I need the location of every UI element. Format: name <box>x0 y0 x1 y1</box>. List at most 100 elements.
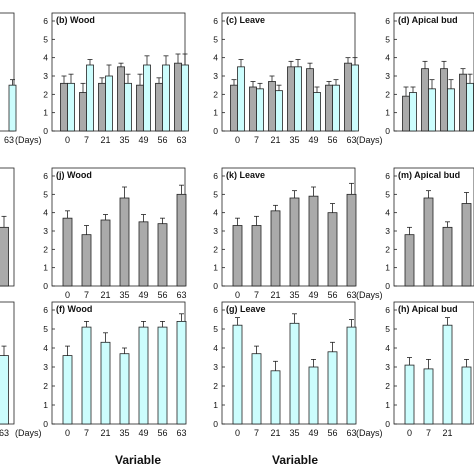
y-tick-label-g-1: 1 <box>213 400 218 410</box>
x-tick-label-k-4: 49 <box>308 290 318 300</box>
bar-left-top-cyan-63 <box>8 84 17 132</box>
y-tick-label-j-0: 0 <box>43 281 48 291</box>
bar-f-cyan-0 <box>62 355 73 425</box>
bar-b-gray-35 <box>117 66 125 132</box>
y-tick-label-k-0: 0 <box>213 281 218 291</box>
bar-b-gray-49 <box>136 84 144 132</box>
x-tick-label-f-0: 0 <box>65 428 70 438</box>
x-tick-label-b-3: 35 <box>119 135 129 145</box>
bar-h-cyan-21 <box>442 324 453 425</box>
x-tick-label-b-5: 56 <box>157 135 167 145</box>
y-tick-label-j-3: 3 <box>43 226 48 236</box>
x-tick-label-j-6: 63 <box>176 290 186 300</box>
x-tick-label-f-6: 63 <box>176 428 186 438</box>
bar-b-gray-7 <box>79 92 87 132</box>
bar-j-gray-21 <box>100 219 111 287</box>
x-tick-label-b-0: 0 <box>65 135 70 145</box>
bar-d-cyan-35 <box>466 82 474 132</box>
bar-d-cyan-0 <box>409 92 417 132</box>
x-unit-label-c: (Days) <box>356 135 383 145</box>
bar-f-cyan-7 <box>81 326 92 425</box>
bar-b-cyan-7 <box>86 64 94 132</box>
x-tick-label-k-6: 63 <box>346 290 356 300</box>
y-tick-label-m-1: 1 <box>385 263 390 273</box>
bar-c-cyan-56 <box>332 84 340 132</box>
bar-d-cyan-21 <box>447 88 455 132</box>
bar-k-gray-0 <box>232 225 243 287</box>
bar-d-cyan-7 <box>428 88 436 132</box>
bar-g-cyan-7 <box>251 353 262 425</box>
bar-b-gray-0 <box>60 82 68 132</box>
x-tick-label-k-3: 35 <box>289 290 299 300</box>
y-tick-label-d-2: 2 <box>385 89 390 99</box>
bar-j-gray-7 <box>81 234 92 287</box>
x-tick-label-h-1: 7 <box>426 428 431 438</box>
x-tick-label-h-2: 21 <box>442 428 452 438</box>
y-tick-label-h-4: 4 <box>385 343 390 353</box>
bar-c-cyan-21 <box>275 90 283 132</box>
bar-d-gray-35 <box>459 73 467 132</box>
y-tick-label-k-1: 1 <box>213 263 218 273</box>
y-tick-label-d-4: 4 <box>385 53 390 63</box>
y-tick-label-k-2: 2 <box>213 244 218 254</box>
x-tick-label-c-1: 7 <box>254 135 259 145</box>
bar-c-gray-21 <box>268 81 276 132</box>
y-tick-label-f-0: 0 <box>43 419 48 429</box>
x-unit-label-k: (Days) <box>356 290 383 300</box>
bar-f-cyan-56 <box>157 326 168 425</box>
y-tick-label-m-0: 0 <box>385 281 390 291</box>
bar-left-mid-gray-63 <box>0 226 9 287</box>
bar-b-cyan-0 <box>67 82 75 132</box>
y-tick-label-g-2: 2 <box>213 381 218 391</box>
bar-c-gray-35 <box>287 66 295 132</box>
x-tick-label-f-1: 7 <box>84 428 89 438</box>
y-tick-label-j-5: 5 <box>43 189 48 199</box>
y-tick-label-b-5: 5 <box>43 34 48 44</box>
x-unit-label-g: (Days) <box>356 428 383 438</box>
bar-c-cyan-7 <box>256 88 264 132</box>
panel-title-d: (d) Apical bud <box>398 15 458 25</box>
x-tick-label-j-5: 56 <box>157 290 167 300</box>
panel-title-f: (f) Wood <box>56 304 92 314</box>
x-tick-label-g-6: 63 <box>346 428 356 438</box>
x-tick-label-g-1: 7 <box>254 428 259 438</box>
y-tick-label-h-0: 0 <box>385 419 390 429</box>
y-tick-label-d-3: 3 <box>385 71 390 81</box>
y-tick-label-d-1: 1 <box>385 108 390 118</box>
x-unit-label-left-bottom: (Days) <box>15 428 42 438</box>
bar-d-gray-21 <box>440 68 448 132</box>
bar-m-gray-0 <box>404 234 415 287</box>
y-tick-label-h-1: 1 <box>385 400 390 410</box>
bar-h-cyan-35 <box>461 366 472 425</box>
x-tick-label-g-4: 49 <box>308 428 318 438</box>
y-tick-label-c-0: 0 <box>213 126 218 136</box>
x-tick-label-b-4: 49 <box>138 135 148 145</box>
panel-title-h: (h) Apical bud <box>398 304 458 314</box>
bar-b-cyan-56 <box>162 64 170 132</box>
x-tick-label-left-top-1: 63 <box>4 135 14 145</box>
x-tick-label-c-5: 56 <box>327 135 337 145</box>
panel-title-j: (j) Wood <box>56 170 92 180</box>
y-tick-label-d-0: 0 <box>385 126 390 136</box>
x-tick-label-f-5: 56 <box>157 428 167 438</box>
y-tick-label-h-3: 3 <box>385 362 390 372</box>
bar-b-gray-21 <box>98 82 106 132</box>
y-tick-label-m-3: 3 <box>385 226 390 236</box>
x-tick-label-c-2: 21 <box>270 135 280 145</box>
bar-j-gray-35 <box>119 197 130 287</box>
y-tick-label-g-0: 0 <box>213 419 218 429</box>
x-axis-caption-right: Variable <box>272 453 318 467</box>
y-tick-label-f-5: 5 <box>43 324 48 334</box>
y-tick-label-c-2: 2 <box>213 89 218 99</box>
y-tick-label-c-3: 3 <box>213 71 218 81</box>
bar-k-gray-7 <box>251 225 262 287</box>
y-tick-label-c-4: 4 <box>213 53 218 63</box>
bar-k-gray-56 <box>327 212 338 287</box>
y-tick-label-m-4: 4 <box>385 208 390 218</box>
bar-g-cyan-0 <box>232 324 243 425</box>
bar-j-gray-63 <box>176 193 187 287</box>
bar-g-cyan-49 <box>308 366 319 425</box>
x-tick-label-c-3: 35 <box>289 135 299 145</box>
x-tick-label-k-1: 7 <box>254 290 259 300</box>
x-tick-label-b-2: 21 <box>100 135 110 145</box>
